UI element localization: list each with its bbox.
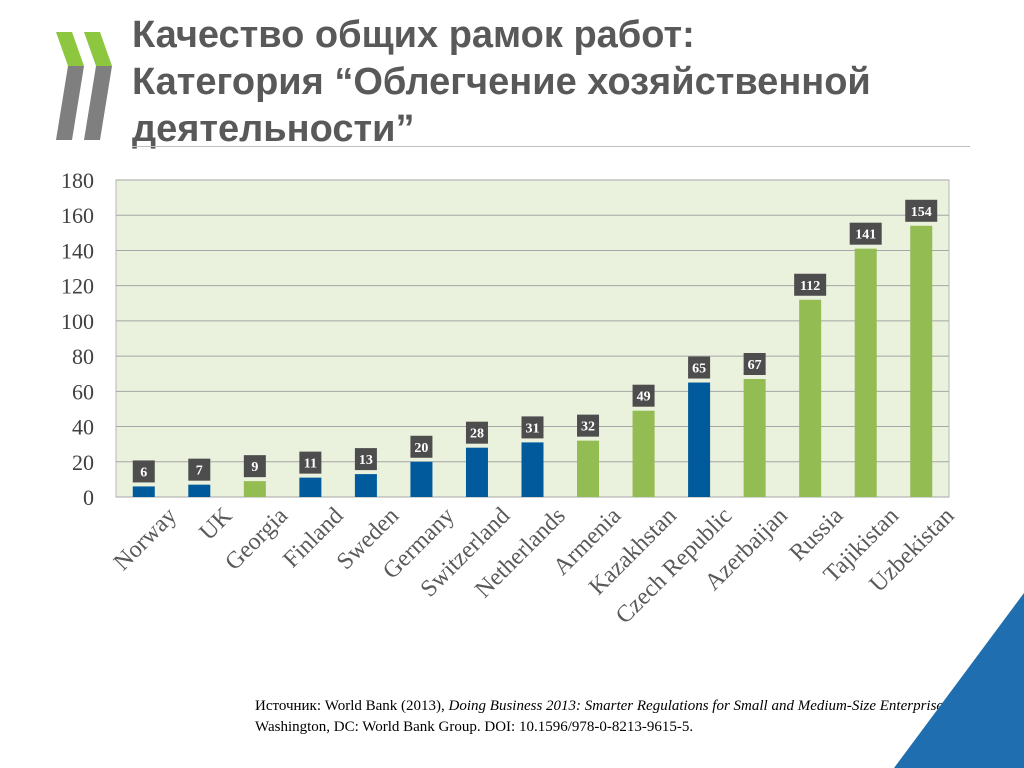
y-tick-label: 100 xyxy=(61,309,94,334)
x-tick-label: Georgia xyxy=(220,503,293,576)
data-label: 112 xyxy=(800,279,820,294)
bar xyxy=(521,442,544,497)
title-divider xyxy=(132,146,970,147)
y-tick-label: 160 xyxy=(61,203,94,228)
title-line-1: Качество общих рамок работ: xyxy=(132,14,695,56)
bar xyxy=(465,447,488,497)
data-label-box xyxy=(410,435,433,458)
data-label-box xyxy=(188,458,211,481)
data-label: 20 xyxy=(414,441,428,456)
y-tick-label: 40 xyxy=(72,415,94,440)
data-label-box xyxy=(521,416,544,439)
data-label: 31 xyxy=(526,421,540,436)
data-label: 11 xyxy=(304,457,317,472)
y-tick-label: 20 xyxy=(72,450,94,475)
data-label: 154 xyxy=(911,205,932,220)
x-tick-label: Norway xyxy=(109,503,182,576)
data-label: 13 xyxy=(359,453,373,468)
bar xyxy=(799,299,822,497)
data-label-box xyxy=(465,421,488,444)
data-label-box xyxy=(688,356,711,379)
y-tick-label: 180 xyxy=(61,168,94,193)
data-label: 6 xyxy=(140,465,147,480)
bar xyxy=(132,486,155,497)
x-tick-label: UK xyxy=(195,502,238,545)
data-label: 49 xyxy=(637,390,651,405)
y-tick-label: 0 xyxy=(83,485,94,510)
data-label-box xyxy=(577,414,600,437)
source-prefix: Источник: World Bank (2013), xyxy=(255,698,449,714)
data-label-box xyxy=(905,199,938,222)
title-line-2: Категория “Облегчение хозяйственной xyxy=(132,61,871,103)
data-label-box xyxy=(132,460,155,483)
data-label-box xyxy=(243,455,266,478)
bar xyxy=(188,484,211,497)
y-tick-label: 60 xyxy=(72,379,94,404)
bar xyxy=(577,440,600,497)
corner-decoration-icon xyxy=(894,593,1024,768)
bar xyxy=(354,474,377,497)
bar xyxy=(243,481,266,497)
bars xyxy=(132,225,933,497)
bar xyxy=(910,225,933,497)
page-title: Качество общих рамок работ: Категория “О… xyxy=(132,12,992,153)
data-label-box xyxy=(849,222,882,245)
data-label: 9 xyxy=(251,460,258,475)
data-label: 32 xyxy=(581,420,595,435)
y-tick-label: 80 xyxy=(72,344,94,369)
data-label: 28 xyxy=(470,427,484,442)
data-label-box xyxy=(632,384,655,407)
data-label: 67 xyxy=(748,358,762,373)
data-label: 141 xyxy=(855,228,876,243)
bar xyxy=(854,248,877,497)
data-label: 65 xyxy=(692,362,706,377)
data-label-box xyxy=(794,273,827,296)
bar xyxy=(410,461,433,497)
x-axis-ticks: Norway UKGeorgiaFinlandSwedenGermanySwitz… xyxy=(109,502,960,629)
bar xyxy=(632,410,655,497)
title-line-3: деятельности” xyxy=(132,108,415,150)
source-note: Источник: World Bank (2013), Doing Busin… xyxy=(255,696,955,738)
data-label: 7 xyxy=(196,464,203,479)
data-label-box xyxy=(354,448,377,471)
source-title: Doing Business 2013: Smarter Regulations… xyxy=(448,698,949,714)
data-label-box xyxy=(299,451,322,474)
y-tick-label: 140 xyxy=(61,238,94,263)
bar xyxy=(743,379,766,497)
data-label-box xyxy=(743,353,766,376)
y-axis-ticks: 0 20 40 60 80 100 120 140 160 180 xyxy=(61,168,94,510)
oecd-logo-icon xyxy=(56,32,112,140)
bar xyxy=(299,477,322,497)
bar xyxy=(688,382,711,497)
y-tick-label: 120 xyxy=(61,274,94,299)
